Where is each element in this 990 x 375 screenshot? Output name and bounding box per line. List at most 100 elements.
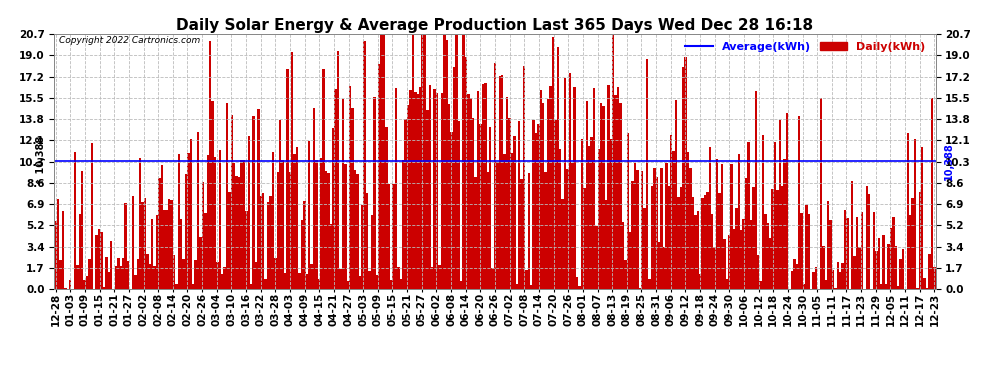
Bar bbox=[540, 90, 543, 289]
Bar bbox=[175, 284, 177, 289]
Bar bbox=[368, 271, 370, 289]
Bar bbox=[375, 274, 378, 289]
Bar bbox=[250, 284, 252, 289]
Bar bbox=[462, 34, 465, 289]
Bar bbox=[714, 248, 716, 289]
Bar bbox=[158, 178, 160, 289]
Bar bbox=[853, 256, 856, 289]
Bar bbox=[450, 132, 452, 289]
Bar bbox=[868, 194, 870, 289]
Bar bbox=[395, 88, 397, 289]
Bar bbox=[434, 88, 436, 289]
Bar bbox=[706, 192, 709, 289]
Bar bbox=[813, 272, 815, 289]
Bar bbox=[595, 226, 598, 289]
Bar bbox=[177, 154, 180, 289]
Bar bbox=[165, 210, 168, 289]
Bar bbox=[504, 154, 506, 289]
Bar bbox=[856, 217, 858, 289]
Bar bbox=[865, 186, 868, 289]
Bar bbox=[637, 170, 639, 289]
Bar bbox=[298, 273, 301, 289]
Bar bbox=[716, 159, 719, 289]
Bar bbox=[452, 67, 455, 289]
Bar bbox=[815, 267, 818, 289]
Bar bbox=[117, 258, 120, 289]
Bar bbox=[754, 92, 757, 289]
Bar bbox=[137, 259, 139, 289]
Bar bbox=[246, 211, 248, 289]
Bar bbox=[921, 147, 924, 289]
Bar bbox=[325, 171, 328, 289]
Bar bbox=[588, 146, 590, 289]
Bar bbox=[689, 168, 692, 289]
Bar bbox=[100, 232, 103, 289]
Bar bbox=[479, 124, 482, 289]
Bar bbox=[460, 280, 462, 289]
Bar bbox=[721, 164, 723, 289]
Bar bbox=[447, 104, 450, 289]
Bar bbox=[427, 111, 429, 289]
Bar bbox=[219, 150, 221, 289]
Bar bbox=[571, 164, 573, 289]
Bar bbox=[286, 69, 289, 289]
Bar bbox=[474, 177, 477, 289]
Bar bbox=[639, 288, 642, 289]
Bar bbox=[822, 246, 825, 289]
Bar bbox=[69, 280, 71, 289]
Bar bbox=[271, 153, 274, 289]
Bar bbox=[383, 34, 385, 289]
Bar bbox=[366, 193, 368, 289]
Bar bbox=[147, 254, 148, 289]
Bar bbox=[340, 268, 342, 289]
Bar bbox=[187, 153, 190, 289]
Bar bbox=[827, 201, 830, 289]
Bar bbox=[632, 181, 634, 289]
Bar bbox=[563, 78, 566, 289]
Bar bbox=[805, 205, 808, 289]
Bar bbox=[301, 220, 303, 289]
Bar bbox=[499, 76, 501, 289]
Bar bbox=[337, 51, 340, 289]
Bar bbox=[926, 288, 929, 289]
Bar bbox=[627, 134, 629, 289]
Bar bbox=[103, 287, 105, 289]
Bar bbox=[310, 264, 313, 289]
Bar bbox=[267, 202, 269, 289]
Bar bbox=[909, 215, 912, 289]
Bar bbox=[535, 133, 538, 289]
Bar bbox=[808, 214, 810, 289]
Bar bbox=[578, 286, 581, 289]
Bar bbox=[320, 158, 323, 289]
Bar bbox=[843, 210, 846, 289]
Bar bbox=[125, 203, 127, 289]
Bar bbox=[313, 108, 315, 289]
Bar bbox=[361, 205, 363, 289]
Bar bbox=[769, 238, 771, 289]
Bar bbox=[634, 163, 637, 289]
Bar bbox=[677, 197, 680, 289]
Bar bbox=[345, 164, 346, 289]
Bar bbox=[110, 241, 113, 289]
Bar bbox=[407, 105, 409, 289]
Bar bbox=[259, 196, 262, 289]
Bar bbox=[655, 177, 658, 289]
Bar bbox=[172, 255, 175, 289]
Bar bbox=[617, 87, 620, 289]
Bar bbox=[605, 200, 607, 289]
Bar bbox=[81, 171, 83, 289]
Bar bbox=[134, 275, 137, 289]
Bar bbox=[583, 188, 585, 289]
Bar bbox=[791, 272, 793, 289]
Bar bbox=[441, 93, 444, 289]
Bar bbox=[98, 228, 100, 289]
Bar bbox=[752, 187, 754, 289]
Bar bbox=[214, 158, 216, 289]
Bar bbox=[800, 213, 803, 289]
Bar bbox=[274, 258, 276, 289]
Bar bbox=[544, 172, 546, 289]
Bar bbox=[224, 267, 226, 289]
Bar bbox=[144, 198, 147, 289]
Bar bbox=[701, 198, 704, 289]
Bar bbox=[704, 195, 706, 289]
